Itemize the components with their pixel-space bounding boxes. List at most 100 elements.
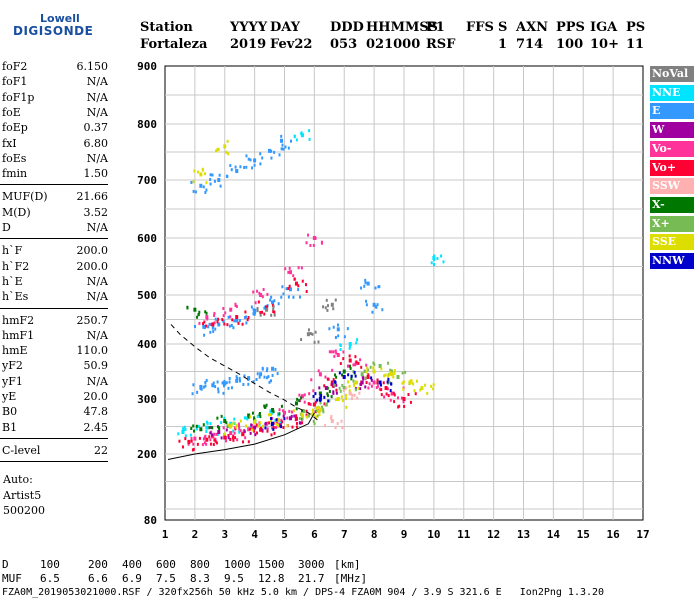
data-point-cluster bbox=[253, 429, 256, 433]
data-point-cluster bbox=[370, 376, 373, 380]
data-point-cluster bbox=[380, 393, 383, 397]
data-point-cluster bbox=[184, 437, 187, 441]
data-point bbox=[253, 425, 257, 430]
data-point-cluster bbox=[310, 378, 313, 382]
data-point-cluster bbox=[301, 279, 304, 283]
data-point-cluster bbox=[303, 393, 306, 397]
data-point-cluster bbox=[333, 354, 336, 358]
data-point bbox=[265, 305, 269, 310]
data-point-cluster bbox=[270, 313, 273, 317]
data-point-cluster bbox=[300, 132, 303, 136]
data-point-cluster bbox=[365, 370, 368, 374]
data-point-cluster bbox=[252, 312, 255, 316]
data-point-cluster bbox=[205, 429, 208, 433]
data-point-cluster bbox=[328, 399, 331, 403]
data-point-cluster bbox=[332, 325, 335, 329]
data-point-cluster bbox=[263, 375, 266, 379]
data-point-cluster bbox=[331, 384, 334, 388]
data-point-cluster bbox=[216, 380, 219, 384]
data-point-cluster bbox=[218, 173, 221, 177]
param-value: N/A bbox=[86, 328, 108, 342]
data-point-cluster bbox=[283, 417, 286, 421]
data-point-cluster bbox=[303, 410, 306, 414]
data-point-cluster bbox=[198, 310, 201, 314]
data-point-cluster bbox=[339, 348, 342, 352]
data-point-cluster bbox=[281, 420, 284, 424]
data-point bbox=[259, 372, 263, 377]
param-value: 1.50 bbox=[83, 167, 109, 181]
data-point-cluster bbox=[277, 302, 280, 306]
param-label: MUF(D) bbox=[2, 190, 48, 204]
data-point-cluster bbox=[336, 422, 339, 426]
data-point-cluster bbox=[346, 364, 349, 368]
x-tick-label: 5 bbox=[281, 528, 288, 540]
data-point-cluster bbox=[205, 324, 208, 328]
data-point-cluster bbox=[271, 373, 274, 377]
data-point-cluster bbox=[292, 409, 295, 413]
data-point-cluster bbox=[220, 414, 223, 418]
data-point-cluster bbox=[198, 436, 201, 440]
data-point-cluster bbox=[382, 381, 385, 385]
y-tick-label: 800 bbox=[137, 118, 157, 131]
data-point-cluster bbox=[389, 368, 392, 372]
data-point-cluster bbox=[380, 367, 383, 371]
data-point-cluster bbox=[314, 410, 317, 414]
data-point-cluster bbox=[202, 437, 205, 441]
data-point-cluster bbox=[314, 330, 317, 334]
data-point-cluster bbox=[220, 436, 223, 440]
param-separator bbox=[0, 238, 108, 240]
data-point-cluster bbox=[364, 278, 367, 282]
data-point-cluster bbox=[442, 260, 445, 264]
x-tick-label: 6 bbox=[311, 528, 318, 540]
data-point-cluster bbox=[232, 429, 235, 433]
data-point-cluster bbox=[182, 429, 185, 433]
data-point-cluster bbox=[326, 394, 329, 398]
data-point-cluster bbox=[216, 320, 219, 324]
footer-d-value: 1500 bbox=[258, 558, 285, 571]
data-point-cluster bbox=[372, 366, 375, 370]
data-point bbox=[330, 419, 334, 423]
y-tick-label: 900 bbox=[137, 60, 157, 73]
data-point-cluster bbox=[227, 386, 230, 390]
data-point-cluster bbox=[311, 409, 314, 413]
legend-item-w: W bbox=[650, 122, 694, 139]
data-point-cluster bbox=[238, 376, 241, 380]
data-point bbox=[235, 315, 239, 320]
data-point bbox=[348, 358, 352, 363]
data-point-cluster bbox=[384, 373, 387, 377]
data-point-cluster bbox=[205, 378, 208, 382]
data-point-cluster bbox=[292, 274, 295, 278]
param-value: 200.0 bbox=[76, 244, 109, 258]
header-row2-cell: RSF bbox=[426, 37, 456, 52]
data-point-cluster bbox=[364, 376, 367, 380]
data-point bbox=[294, 281, 298, 286]
data-point bbox=[199, 384, 203, 389]
param-value: 6.150 bbox=[76, 60, 109, 73]
data-point-cluster bbox=[334, 398, 337, 402]
data-point-cluster bbox=[229, 438, 232, 442]
x-tick-label: 7 bbox=[341, 528, 348, 540]
data-point-cluster bbox=[238, 319, 241, 323]
param-separator bbox=[0, 461, 108, 463]
data-point-cluster bbox=[313, 422, 316, 426]
data-point-cluster bbox=[213, 438, 216, 442]
data-point-cluster bbox=[365, 303, 368, 307]
data-point bbox=[402, 397, 406, 401]
data-point-cluster bbox=[214, 327, 217, 331]
data-point-cluster bbox=[350, 397, 353, 401]
param-label: hmF1 bbox=[2, 328, 35, 342]
param-label: h`Es bbox=[2, 290, 29, 304]
data-point-cluster bbox=[234, 436, 237, 440]
logo-bottom: DIGISONDE bbox=[13, 24, 94, 38]
data-point-cluster bbox=[348, 384, 351, 388]
data-point-cluster bbox=[307, 328, 310, 332]
data-point-cluster bbox=[324, 375, 327, 379]
data-point-cluster bbox=[272, 304, 275, 308]
data-point-cluster bbox=[190, 437, 193, 441]
data-point-cluster bbox=[269, 413, 272, 417]
data-point-cluster bbox=[194, 190, 197, 194]
param-value: N/A bbox=[86, 151, 108, 165]
data-point-cluster bbox=[280, 295, 283, 299]
data-point-cluster bbox=[433, 254, 436, 258]
data-point-cluster bbox=[312, 419, 315, 423]
